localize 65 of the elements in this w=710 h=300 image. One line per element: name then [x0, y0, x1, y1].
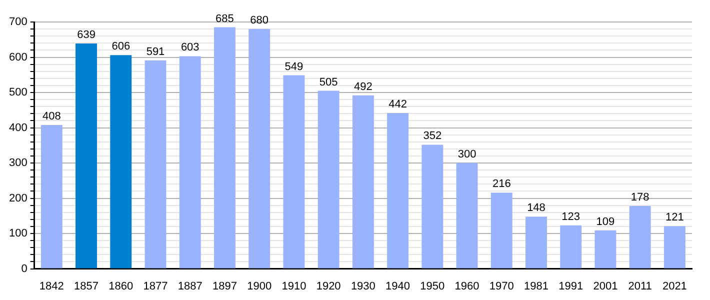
x-tick-label: 1930 [350, 280, 376, 292]
bar [490, 192, 512, 268]
x-tick-label: 1897 [212, 280, 237, 292]
bar [526, 216, 547, 268]
data-label: 300 [458, 148, 476, 161]
y-tick-label: 100 [8, 228, 28, 240]
bar [664, 226, 686, 268]
x-tick-label: 1860 [108, 280, 134, 292]
x-tick-label: 1950 [420, 280, 445, 292]
y-tick-label: 600 [8, 51, 28, 64]
bar [179, 56, 201, 268]
bar [110, 55, 132, 268]
bar [456, 163, 478, 268]
x-tick-label: 1940 [386, 280, 410, 292]
x-tick-label: 1991 [558, 280, 584, 292]
data-label: 685 [216, 12, 234, 25]
bar [283, 75, 305, 268]
x-tick-label: 2021 [662, 280, 687, 292]
x-tick-label: 1842 [39, 280, 64, 292]
x-tick-label: 1887 [178, 280, 202, 292]
bar [318, 90, 340, 268]
y-tick-label: 0 [21, 262, 28, 275]
data-label: 178 [630, 192, 650, 204]
y-tick-label: 500 [8, 86, 28, 99]
data-label: 352 [423, 130, 442, 142]
x-tick-label: 1960 [454, 280, 480, 292]
x-tick-label: 1970 [489, 280, 514, 292]
data-label: 606 [112, 40, 130, 53]
y-tick-label: 200 [8, 192, 28, 204]
data-label: 492 [354, 80, 372, 93]
x-tick-label: 1920 [316, 280, 341, 292]
x-tick-label: 1981 [524, 280, 548, 292]
y-tick-label: 700 [8, 16, 28, 28]
bar [422, 144, 444, 268]
x-tick-label: 2001 [593, 280, 618, 292]
data-label: 148 [527, 202, 546, 214]
x-tick-label: 1877 [143, 280, 168, 292]
data-label: 603 [180, 42, 200, 54]
data-label: 216 [492, 178, 511, 190]
data-label: 505 [319, 76, 338, 88]
y-tick-label: 400 [8, 122, 28, 134]
x-tick-label: 1857 [74, 280, 99, 292]
data-label: 549 [284, 60, 304, 73]
data-label: 109 [596, 216, 615, 228]
data-label: 121 [666, 212, 684, 224]
bar [40, 124, 62, 268]
bar [144, 60, 166, 268]
bar [76, 44, 98, 268]
bar [248, 29, 270, 268]
x-tick-label: 1910 [282, 280, 306, 292]
data-label: 639 [77, 29, 96, 42]
x-tick-label: 2011 [628, 280, 652, 292]
data-label: 408 [42, 110, 61, 122]
bar [560, 225, 582, 268]
data-label: 680 [250, 14, 269, 27]
bar [594, 230, 616, 268]
bar [387, 112, 409, 268]
bar [214, 27, 236, 268]
bar [352, 95, 374, 268]
data-label: 123 [562, 210, 580, 223]
bar [629, 206, 651, 268]
data-label: 442 [388, 98, 407, 110]
y-tick-label: 300 [8, 157, 28, 170]
x-tick-label: 1900 [247, 280, 272, 292]
data-label: 591 [146, 46, 165, 58]
